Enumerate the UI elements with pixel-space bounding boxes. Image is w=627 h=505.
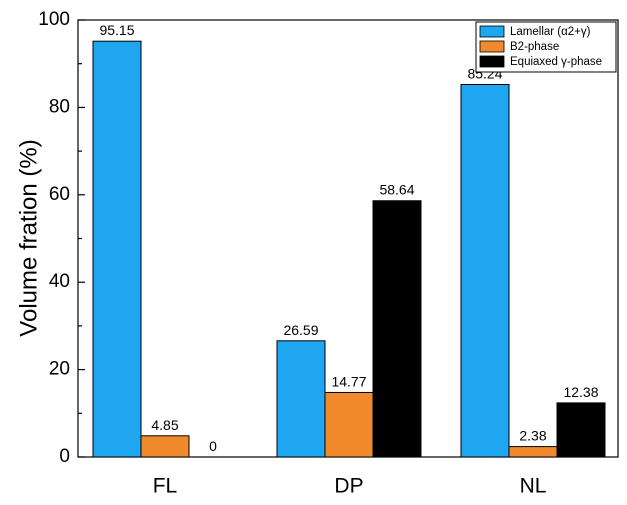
legend-swatch <box>479 40 505 53</box>
bar-dp-2 <box>372 200 422 458</box>
data-label: 4.85 <box>151 417 178 433</box>
legend-swatch <box>479 25 505 38</box>
legend-entry: Lamellar (α2+γ) <box>510 26 591 38</box>
bar-dp-0 <box>276 340 326 458</box>
plot-area <box>77 19 619 458</box>
x-axis: FL DP NL <box>153 475 547 498</box>
legend-entry: Equiaxed γ-phase <box>510 56 602 68</box>
bar-nl-2 <box>556 402 606 458</box>
y-axis: 0 20 40 60 80 100 <box>38 9 85 467</box>
y-tick-label: 60 <box>49 184 70 205</box>
y-tick-label: 100 <box>38 9 70 30</box>
y-tick-label: 0 <box>59 446 70 467</box>
legend-swatch <box>479 55 505 68</box>
data-label: 95.15 <box>99 22 134 38</box>
y-tick-label: 20 <box>49 359 70 380</box>
legend-entry: B2-phase <box>510 41 559 53</box>
x-tick-label: DP <box>334 475 363 498</box>
y-tick-label: 40 <box>49 271 70 292</box>
data-label: 58.64 <box>379 182 414 198</box>
x-tick-label: NL <box>520 475 547 498</box>
bar-fl-0 <box>92 40 142 458</box>
data-label: 0 <box>209 438 217 454</box>
plot-frame <box>77 19 619 458</box>
data-label: 26.59 <box>283 322 318 338</box>
bar-nl-1 <box>508 446 558 458</box>
data-label: 2.38 <box>519 428 546 444</box>
data-label: 14.77 <box>331 373 366 389</box>
bar-fl-1 <box>140 435 190 458</box>
y-axis-label: Volume fration (%) <box>15 139 42 336</box>
bar-dp-1 <box>324 391 374 458</box>
bar-nl-0 <box>460 84 510 458</box>
data-label: 12.38 <box>563 384 598 400</box>
bars <box>92 40 606 458</box>
y-tick-label: 80 <box>49 96 70 117</box>
x-tick-label: FL <box>153 475 178 498</box>
legend: Lamellar (α2+γ) B2-phase Equiaxed γ-phase <box>475 21 617 73</box>
